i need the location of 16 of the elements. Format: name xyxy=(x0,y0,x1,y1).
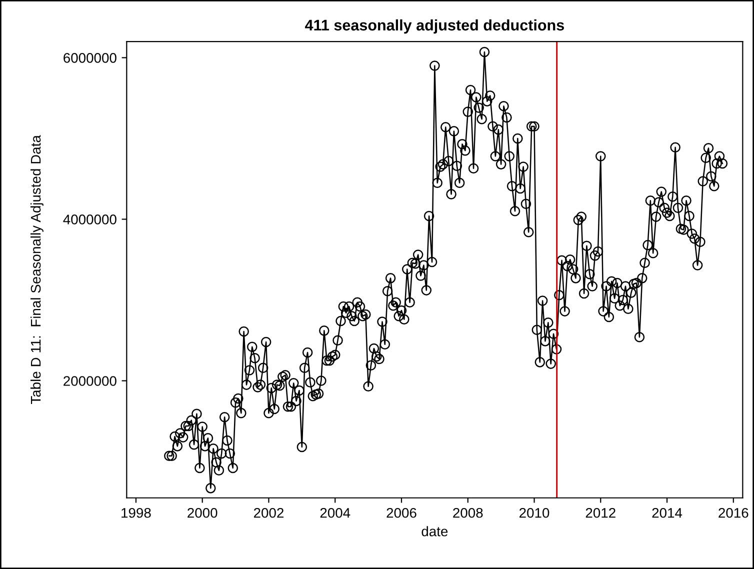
x-tick-label: 2008 xyxy=(453,508,483,518)
x-axis-title: date xyxy=(422,526,448,536)
x-tick-label: 2002 xyxy=(254,508,284,518)
x-tick-label: 2004 xyxy=(320,508,350,518)
x-tick-label: 2000 xyxy=(188,508,218,518)
x-tick-label: 2012 xyxy=(586,508,616,518)
x-tick-label: 2010 xyxy=(520,508,550,518)
y-tick-label: 2000000 xyxy=(64,376,116,386)
y-axis-title: Table D 11: Final Seasonally Adjusted Data xyxy=(30,135,44,404)
x-tick-label: 2014 xyxy=(652,508,682,518)
chart-title: 411 seasonally adjusted deductions xyxy=(305,19,564,34)
y-tick-label: 6000000 xyxy=(64,53,116,63)
x-tick-label: 1998 xyxy=(122,508,151,518)
x-tick-label: 2016 xyxy=(718,508,748,518)
x-tick-label: 2006 xyxy=(386,508,416,518)
y-tick-label: 4000000 xyxy=(63,214,116,224)
